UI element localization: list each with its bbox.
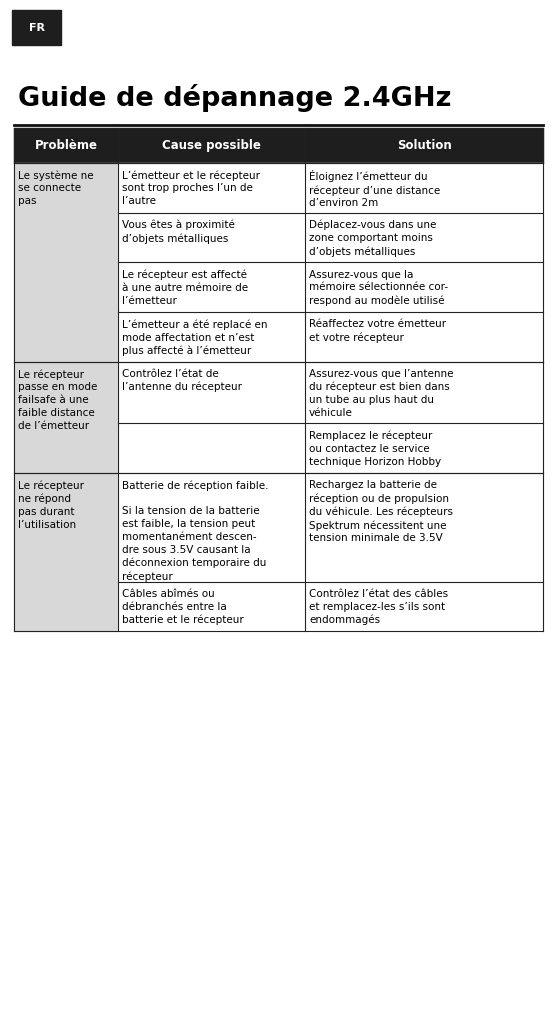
Bar (14, 163, 118, 362)
Text: FR: FR (29, 23, 45, 33)
Bar (118, 262, 305, 312)
Bar (305, 213, 543, 262)
Bar (118, 163, 305, 213)
Text: Remplacez le récepteur
ou contactez le service
technique Horizon Hobby: Remplacez le récepteur ou contactez le s… (309, 430, 441, 466)
Bar (118, 582, 305, 631)
Text: Assurez-vous que la
mémoire sélectionnée cor-
respond au modèle utilisé: Assurez-vous que la mémoire sélectionnée… (309, 270, 448, 305)
Text: Éloignez l’émetteur du
récepteur d’une distance
d’environ 2m: Éloignez l’émetteur du récepteur d’une d… (309, 170, 441, 208)
Text: L’émetteur et le récepteur
sont trop proches l’un de
l’autre: L’émetteur et le récepteur sont trop pro… (122, 170, 260, 206)
Bar (305, 262, 543, 312)
Text: L’émetteur a été replacé en
mode affectation et n’est
plus affecté à l’émetteur: L’émetteur a été replacé en mode affecta… (122, 320, 267, 356)
Bar (118, 423, 305, 474)
Text: Guide de dépannage 2.4GHz: Guide de dépannage 2.4GHz (18, 84, 452, 112)
Text: Déplacez-vous dans une
zone comportant moins
d’objets métalliques: Déplacez-vous dans une zone comportant m… (309, 220, 437, 256)
Bar (305, 474, 543, 582)
Text: Solution: Solution (397, 139, 452, 152)
Bar (118, 312, 305, 362)
Bar (118, 362, 305, 423)
Text: Cause possible: Cause possible (162, 139, 261, 152)
Text: Problème: Problème (35, 139, 97, 152)
Text: Le récepteur
ne répond
pas durant
l’utilisation: Le récepteur ne répond pas durant l’util… (18, 480, 84, 530)
Bar (14, 128, 543, 163)
Bar (305, 423, 543, 474)
Text: Réaffectez votre émetteur
et votre récepteur: Réaffectez votre émetteur et votre récep… (309, 320, 446, 342)
Bar (305, 312, 543, 362)
Bar (12, 10, 61, 45)
Bar (118, 213, 305, 262)
Bar (118, 474, 305, 582)
Bar (305, 362, 543, 423)
Text: Le système ne
se connecte
pas: Le système ne se connecte pas (18, 170, 94, 206)
Text: Contrôlez l’état des câbles
et remplacez-les s’ils sont
endommagés: Contrôlez l’état des câbles et remplacez… (309, 588, 448, 625)
Text: Contrôlez l’état de
l’antenne du récepteur: Contrôlez l’état de l’antenne du récepte… (122, 369, 242, 393)
Text: Rechargez la batterie de
réception ou de propulsion
du véhicule. Les récepteurs
: Rechargez la batterie de réception ou de… (309, 480, 453, 543)
Bar (305, 582, 543, 631)
Bar (14, 474, 118, 631)
Text: Câbles abîmés ou
débranchés entre la
batterie et le récepteur: Câbles abîmés ou débranchés entre la bat… (122, 588, 244, 625)
Text: Assurez-vous que l’antenne
du récepteur est bien dans
un tube au plus haut du
vé: Assurez-vous que l’antenne du récepteur … (309, 369, 453, 418)
Text: Le récepteur
passe en mode
failsafe à une
faible distance
de l’émetteur: Le récepteur passe en mode failsafe à un… (18, 369, 97, 430)
Bar (14, 362, 118, 474)
Bar (305, 163, 543, 213)
Text: Le récepteur est affecté
à une autre mémoire de
l’émetteur: Le récepteur est affecté à une autre mém… (122, 270, 248, 305)
Text: Batterie de réception faible.

Si la tension de la batterie
est faible, la tensi: Batterie de réception faible. Si la tens… (122, 480, 268, 581)
Text: Vous êtes à proximité
d’objets métalliques: Vous êtes à proximité d’objets métalliqu… (122, 220, 235, 244)
